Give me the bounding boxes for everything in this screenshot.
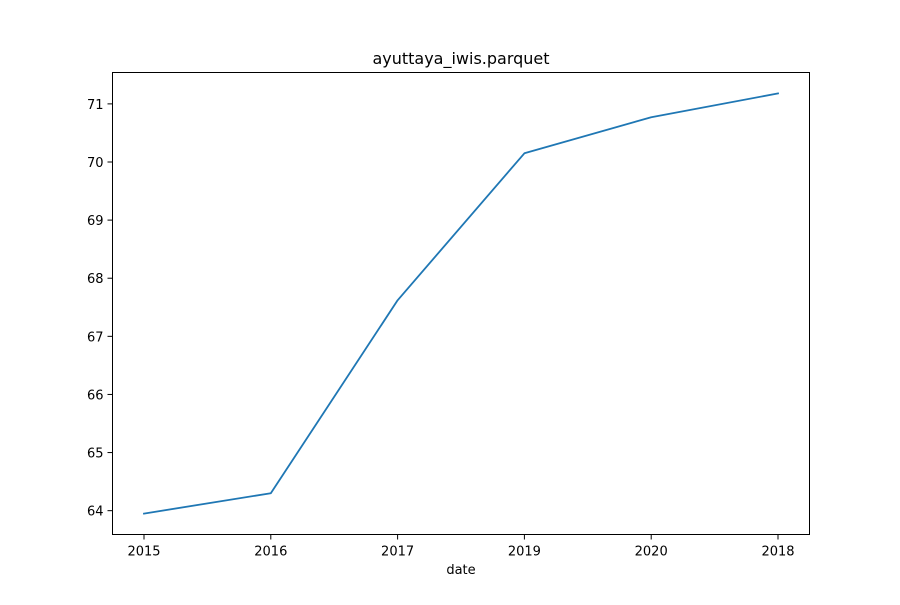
y-tick-label: 66: [87, 388, 104, 403]
series-layer: [142, 92, 780, 515]
y-tick-label: 70: [87, 156, 104, 171]
y-tick-label: 68: [87, 272, 104, 287]
y-axis-ticks: 64 65 66 67 68 69 70 71: [87, 98, 113, 520]
x-tick-label: 2018: [761, 545, 794, 560]
x-axis-ticks: 2015 2016 2017 2019 2020 2018: [127, 534, 795, 560]
y-tick-label: 67: [87, 330, 104, 345]
x-tick-label: 2020: [635, 545, 668, 560]
x-tick-label: 2019: [508, 545, 541, 560]
y-tick-label: 69: [87, 214, 104, 229]
x-tick-label: 2017: [381, 545, 414, 560]
chart-title: ayuttaya_iwis.parquet: [372, 49, 549, 69]
y-tick-label: 65: [87, 447, 104, 462]
x-axis-label: date: [446, 563, 475, 578]
x-tick-label: 2016: [254, 545, 287, 560]
series-line: [142, 92, 780, 515]
plot-frame: [112, 72, 810, 535]
y-tick-label: 71: [87, 98, 104, 113]
x-tick-label: 2015: [127, 545, 160, 560]
y-tick-label: 64: [87, 505, 104, 520]
